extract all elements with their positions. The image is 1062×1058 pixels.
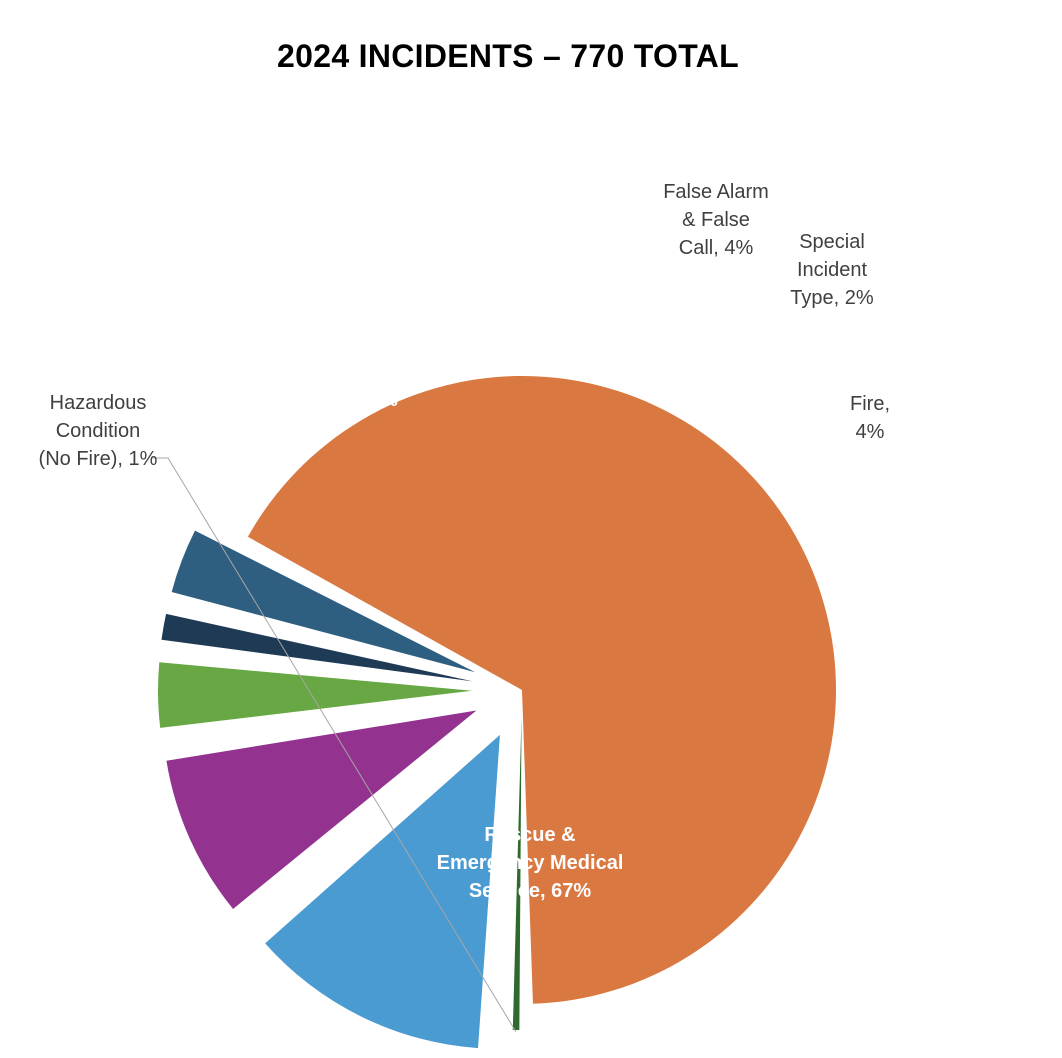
- chart-title: 2024 INCIDENTS – 770 TOTAL: [277, 38, 739, 74]
- pie-slice-rescue-emergency-medical-service: [247, 376, 836, 1004]
- pie-slice-false-alarm-false-call: [158, 662, 472, 728]
- slice-label-line: Call, 4%: [679, 237, 754, 259]
- pie-slice-fire: [171, 530, 476, 673]
- slice-label-line: & False: [682, 209, 750, 231]
- pie-slice-good-intent-call: [166, 710, 477, 909]
- slice-label-line: Intent: [516, 312, 571, 334]
- slice-label-line: Emergency Medical: [437, 852, 624, 874]
- slice-label: Special Incident Type, 2%: [790, 231, 874, 309]
- slice-label: Service Call, 13%: [310, 361, 398, 411]
- slice-label-line: 4%: [856, 421, 885, 443]
- slice-label-line: Special: [799, 231, 865, 253]
- slice-label-line: Service, 67%: [469, 880, 592, 902]
- slice-label: Fire, 4%: [850, 393, 890, 443]
- slice-label-line: Condition: [56, 420, 141, 442]
- slice-label: False Alarm & False Call, 4%: [663, 181, 769, 259]
- slice-label: Hazardous Condition (No Fire), 1%: [39, 392, 158, 470]
- slice-label-line: False Alarm: [663, 181, 769, 203]
- slice-label: Rescue & Emergency Medical Service, 67%: [437, 824, 624, 902]
- slice-label-line: Call, 9%: [505, 340, 582, 362]
- slice-label-line: Good: [517, 284, 569, 306]
- slice-label: Good Intent Call, 9%: [505, 284, 582, 362]
- slice-label-line: Type, 2%: [790, 287, 874, 309]
- slice-label-line: Hazardous: [50, 392, 147, 414]
- leader-line: [152, 457, 517, 1033]
- slice-label-line: (No Fire), 1%: [39, 448, 158, 470]
- slice-label-line: Call, 13%: [310, 389, 398, 411]
- slice-label-line: Service: [318, 361, 389, 383]
- slice-label-line: Rescue &: [484, 824, 575, 846]
- pie-slice-hazardous-condition-no-fire-: [512, 716, 522, 1030]
- slice-label-line: Incident: [797, 259, 867, 281]
- pie-slice-special-incident-type: [161, 613, 473, 682]
- pie-slice-service-call: [265, 734, 500, 1049]
- slice-label-line: Fire,: [850, 393, 890, 415]
